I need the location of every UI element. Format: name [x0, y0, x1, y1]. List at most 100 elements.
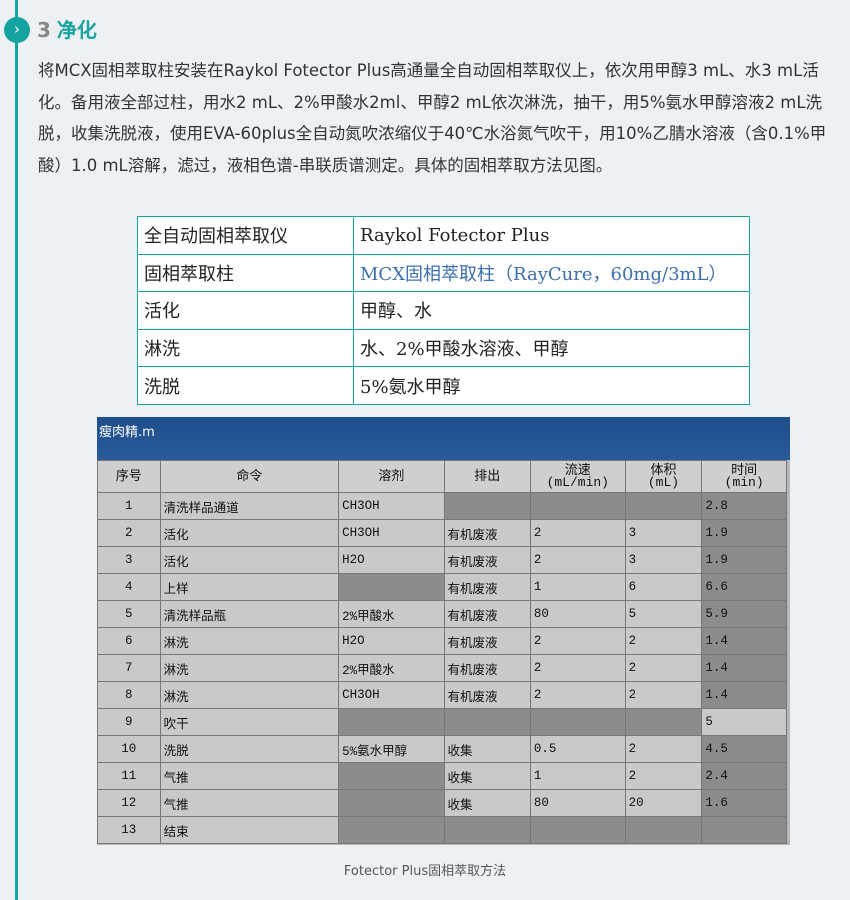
table-cell: 5 — [624, 600, 703, 628]
table-cell: 淋洗 — [159, 627, 340, 655]
table-cell: 有机废液 — [443, 600, 531, 628]
table-cell: 2 — [624, 654, 703, 682]
table-cell: 1 — [529, 573, 626, 601]
table-cell: 3 — [624, 519, 703, 547]
table-cell: 0.5 — [529, 735, 626, 763]
table-row: 5 清洗样品瓶 2%甲酸水 有机废液 80 5 5.9 — [97, 600, 787, 628]
table-cell — [529, 816, 626, 844]
table-cell: 结束 — [159, 816, 340, 844]
column-header: 序号 — [97, 460, 161, 493]
table-cell: 活化 — [159, 519, 340, 547]
table-cell: 收集 — [443, 789, 531, 817]
table-row: 13 结束 — [97, 816, 787, 844]
table-cell — [443, 492, 531, 520]
table-cell: 2 — [529, 627, 626, 655]
table-cell: 2 — [624, 762, 703, 790]
table-cell: 1.4 — [701, 627, 787, 655]
table-cell: 12 — [97, 789, 161, 817]
table-cell: 有机废液 — [443, 654, 531, 682]
figure-caption: Fotector Plus固相萃取方法 — [343, 864, 507, 879]
table-cell: CH3OH — [338, 519, 445, 547]
table-row: 1 清洗样品通道 CH3OH 2.8 — [97, 492, 787, 520]
table-cell: 2 — [529, 654, 626, 682]
info-row: 淋洗 水、2%甲酸水溶液、甲醇 — [137, 328, 750, 368]
table-cell: 1.9 — [701, 519, 787, 547]
info-value: Raykol Fotector Plus — [353, 216, 750, 255]
table-cell — [338, 816, 445, 844]
table-cell — [338, 789, 445, 817]
table-cell: 有机废液 — [443, 627, 531, 655]
info-value: 甲醇、水 — [353, 291, 750, 330]
table-cell: 2 — [624, 681, 703, 709]
table-row: 3 活化 H2O 有机废液 2 3 1.9 — [97, 546, 787, 574]
table-row: 4 上样 有机废液 1 6 6.6 — [97, 573, 787, 601]
table-cell: 有机废液 — [443, 573, 531, 601]
table-cell: 8 — [97, 681, 161, 709]
section-rule — [15, 0, 18, 900]
table-cell: 活化 — [159, 546, 340, 574]
table-cell: 吹干 — [159, 708, 340, 736]
table-cell — [338, 762, 445, 790]
table-row: 6 淋洗 H2O 有机废液 2 2 1.4 — [97, 627, 787, 655]
table-row: 8 淋洗 CH3OH 有机废液 2 2 1.4 — [97, 681, 787, 709]
column-header: 溶剂 — [338, 460, 445, 493]
section-number: 3 — [37, 18, 51, 42]
table-cell: 收集 — [443, 762, 531, 790]
table-cell — [443, 708, 531, 736]
table-cell: 5.9 — [701, 600, 787, 628]
table-cell: 1 — [97, 492, 161, 520]
column-header: 命令 — [159, 460, 340, 493]
info-row: 活化 甲醇、水 — [137, 291, 750, 330]
table-row: 12 气推 收集 80 20 1.6 — [97, 789, 787, 817]
table-cell: CH3OH — [338, 681, 445, 709]
table-cell — [529, 708, 626, 736]
table-row: 10 洗脱 5%氨水甲醇 收集 0.5 2 4.5 — [97, 735, 787, 763]
section-heading: 3 净化 — [37, 16, 97, 44]
table-cell: H2O — [338, 627, 445, 655]
info-table: 全自动固相萃取仪 Raykol Fotector Plus 固相萃取柱 MCX固相萃取… — [137, 216, 750, 405]
table-cell: 清洗样品通道 — [159, 492, 340, 520]
table-cell — [338, 708, 445, 736]
chevron-right-icon: › — [4, 17, 30, 43]
table-cell: H2O — [338, 546, 445, 574]
column-header: 排出 — [443, 460, 531, 493]
table-cell: 13 — [97, 816, 161, 844]
info-label: 洗脱 — [137, 366, 354, 405]
column-header: 体积 (mL) — [624, 460, 703, 493]
table-cell: 气推 — [159, 789, 340, 817]
info-row: 全自动固相萃取仪 Raykol Fotector Plus — [137, 216, 750, 255]
table-cell: 2 — [529, 546, 626, 574]
table-cell: 2 — [97, 519, 161, 547]
table-cell: 淋洗 — [159, 681, 340, 709]
table-cell: 80 — [529, 600, 626, 628]
table-cell: 5 — [701, 708, 787, 736]
table-cell: 2 — [529, 681, 626, 709]
table-cell: 2.4 — [701, 762, 787, 790]
table-cell — [624, 816, 703, 844]
table-cell: CH3OH — [338, 492, 445, 520]
table-cell: 有机废液 — [443, 546, 531, 574]
table-cell: 5%氨水甲醇 — [338, 735, 445, 763]
info-label: 全自动固相萃取仪 — [137, 216, 354, 255]
column-header: 时间 (min) — [701, 460, 787, 493]
table-cell: 2 — [624, 735, 703, 763]
info-value: 水、2%甲酸水溶液、甲醇 — [353, 328, 750, 368]
table-cell: 2%甲酸水 — [338, 600, 445, 628]
table-cell: 3 — [624, 546, 703, 574]
table-cell: 7 — [97, 654, 161, 682]
table-row: 11 气推 收集 1 2 2.4 — [97, 762, 787, 790]
table-cell: 6 — [624, 573, 703, 601]
software-screenshot: 瘦肉精.m 序号 命令 溶剂 排出 流速 (mL/min) 体积 (mL) 时间 (min)… — [97, 417, 790, 845]
table-cell: 1.4 — [701, 654, 787, 682]
table-cell: 2%甲酸水 — [338, 654, 445, 682]
table-cell — [443, 816, 531, 844]
table-cell: 有机废液 — [443, 519, 531, 547]
column-header: 流速 (mL/min) — [529, 460, 626, 493]
table-cell: 5 — [97, 600, 161, 628]
info-label: 活化 — [137, 291, 354, 330]
info-label: 固相萃取柱 — [137, 253, 354, 293]
table-cell: 6 — [97, 627, 161, 655]
table-cell: 4.5 — [701, 735, 787, 763]
table-cell: 6.6 — [701, 573, 787, 601]
table-cell: 80 — [529, 789, 626, 817]
